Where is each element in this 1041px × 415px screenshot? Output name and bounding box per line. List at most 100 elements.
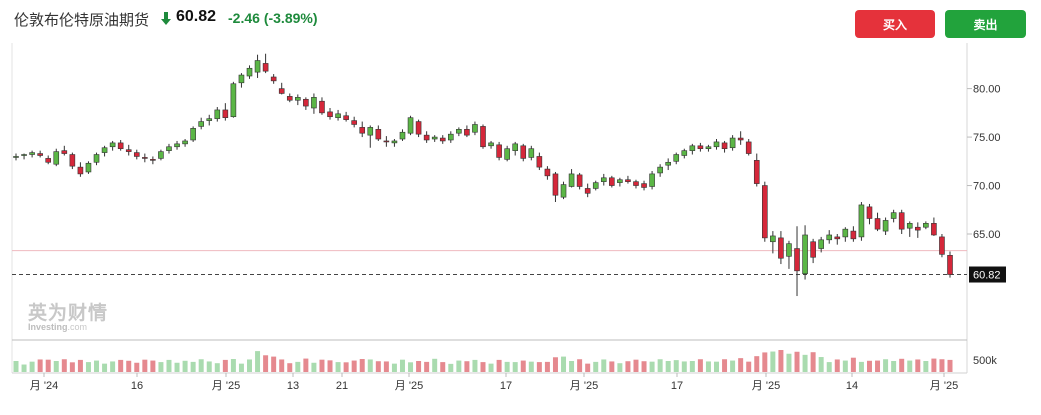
candle-body	[77, 166, 84, 175]
volume-bar	[915, 359, 921, 372]
candle-body	[584, 188, 591, 194]
sell-button[interactable]: 卖出	[945, 10, 1026, 38]
candle-body	[230, 83, 237, 118]
watermark-cn: 英为财情	[28, 303, 109, 324]
candle-body	[133, 152, 140, 157]
volume-bar	[842, 360, 848, 372]
volume-bar	[891, 361, 897, 372]
volume-bar	[673, 360, 679, 372]
buy-button[interactable]: 买入	[855, 10, 935, 38]
candle-body	[423, 134, 430, 141]
candle-body	[431, 136, 438, 140]
candle-body	[641, 183, 647, 188]
volume-bar	[110, 361, 116, 372]
candle-body	[303, 98, 309, 107]
candle-body	[866, 206, 873, 219]
volume-bar	[29, 361, 35, 372]
volume-bar	[53, 361, 59, 372]
y-axis: 80.00 75.00 70.00 65.00 60.82 500k	[967, 84, 1006, 367]
candle-body	[721, 142, 728, 150]
volume-bar	[947, 359, 953, 372]
candle-body	[528, 148, 535, 158]
candle-body	[834, 236, 841, 240]
candle-body	[480, 126, 486, 148]
candle-body	[496, 144, 502, 158]
volume-bar	[697, 359, 703, 372]
volume-bar	[899, 358, 905, 372]
candle-body	[753, 160, 760, 184]
volume-tick-label: 500k	[973, 355, 997, 367]
candle-body	[319, 100, 325, 114]
candle-body	[737, 137, 744, 141]
candle-body	[665, 161, 671, 166]
candle-body	[117, 142, 124, 150]
instrument-name: 伦敦布伦特原油期货	[14, 12, 150, 29]
volume-bar	[512, 362, 518, 372]
volume-bar	[770, 351, 776, 372]
volume-bar	[754, 356, 760, 372]
candle-body	[359, 127, 366, 134]
volume-bar	[85, 362, 91, 372]
x-tick-label: 17	[671, 380, 683, 392]
candle-body	[109, 142, 116, 148]
volume-bar	[858, 361, 864, 372]
candle-body	[568, 173, 575, 187]
volume-bar	[601, 359, 607, 372]
volume-bar	[230, 359, 236, 372]
chart-grid	[11, 43, 968, 374]
candle-body	[576, 174, 583, 187]
volume-bar	[424, 361, 430, 372]
candle-body	[600, 177, 607, 182]
candle-body	[53, 151, 60, 165]
candle-body	[415, 121, 422, 135]
volume-bar	[399, 359, 405, 372]
volume-bar	[536, 362, 542, 372]
volume-bar	[577, 359, 583, 372]
candle-body	[890, 212, 897, 219]
candle-body	[254, 60, 261, 73]
x-tick-label: 17	[500, 380, 512, 392]
volume-bar	[45, 359, 51, 372]
volume-bar	[247, 359, 252, 372]
y-tick-label: 70.00	[973, 181, 1001, 193]
volume-bar	[77, 359, 83, 372]
volume-bar	[472, 359, 478, 372]
volume-bar	[778, 350, 784, 372]
candle-body	[826, 234, 833, 241]
x-tick-label: 月 '25	[930, 380, 958, 392]
volume-bar	[255, 351, 261, 372]
candle-body	[13, 156, 19, 158]
volume-bar	[609, 361, 615, 372]
candle-body	[182, 140, 188, 145]
candle-body	[810, 241, 816, 258]
candle-body	[923, 223, 929, 228]
change-value: -2.46	[228, 10, 260, 26]
volume-bar	[802, 354, 808, 372]
investing-watermark: 英为财情 Investing.com	[28, 298, 108, 332]
candle-body	[649, 173, 655, 187]
candle-body	[536, 156, 543, 168]
candle-body	[142, 157, 148, 159]
candle-body	[238, 74, 245, 84]
candle-body	[456, 129, 462, 134]
volume-bar	[456, 360, 462, 372]
volume-bar	[504, 361, 510, 372]
candle-body	[850, 230, 857, 240]
x-tick-label: 月 '25	[570, 380, 598, 392]
candle-body	[931, 223, 937, 236]
candle-body	[367, 127, 374, 136]
volume-bar	[496, 359, 502, 372]
volume-bar	[21, 364, 27, 372]
volume-bar	[126, 360, 132, 372]
volume-bar	[448, 363, 454, 372]
volume-bar	[923, 361, 929, 372]
volume-bar	[440, 362, 446, 372]
candle-body	[198, 121, 204, 127]
change-percent: (-3.89%)	[263, 10, 318, 26]
candle-body	[552, 173, 559, 196]
volume-bar	[544, 361, 550, 372]
last-price: 60.82	[176, 8, 217, 25]
volume-bar	[625, 361, 631, 372]
volume-bar	[206, 361, 212, 372]
